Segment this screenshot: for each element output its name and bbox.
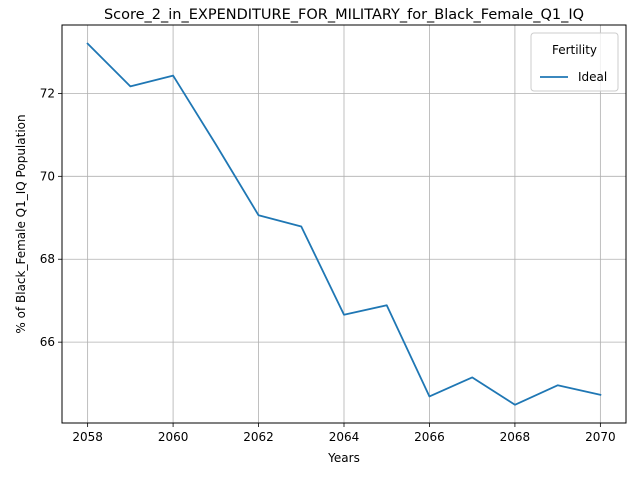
x-tick-label: 2068 xyxy=(500,430,531,444)
y-tick-label: 68 xyxy=(40,252,55,266)
x-axis: 2058 2060 2062 2064 2066 2068 2070 xyxy=(72,423,616,444)
y-tick-label: 66 xyxy=(40,335,55,349)
x-axis-label: Years xyxy=(327,451,360,465)
grid xyxy=(62,25,626,423)
x-tick-label: 2058 xyxy=(72,430,103,444)
y-axis-label: % of Black_Female Q1_IQ Population xyxy=(14,114,28,333)
x-tick-label: 2064 xyxy=(329,430,360,444)
series-layer xyxy=(86,42,602,406)
x-tick-label: 2062 xyxy=(243,430,274,444)
chart-title: Score_2_in_EXPENDITURE_FOR_MILITARY_for_… xyxy=(104,7,584,23)
x-tick-label: 2070 xyxy=(585,430,616,444)
legend-title: Fertility xyxy=(552,43,597,57)
x-tick-label: 2066 xyxy=(414,430,445,444)
y-tick-label: 72 xyxy=(40,86,55,100)
y-axis: 66 68 70 72 xyxy=(40,86,62,349)
series-line-ideal xyxy=(86,42,602,406)
x-tick-label: 2060 xyxy=(158,430,189,444)
legend-entry-ideal: Ideal xyxy=(578,70,607,84)
y-tick-label: 70 xyxy=(40,169,55,183)
legend: Fertility Ideal xyxy=(530,32,619,92)
